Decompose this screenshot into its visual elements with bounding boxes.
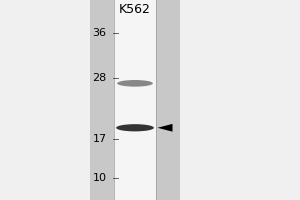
Bar bbox=[180, 0, 300, 200]
Polygon shape bbox=[158, 124, 172, 132]
Text: 28: 28 bbox=[92, 73, 106, 83]
Ellipse shape bbox=[117, 80, 153, 87]
Bar bbox=[0, 0, 90, 200]
Text: 17: 17 bbox=[92, 134, 106, 144]
Text: 36: 36 bbox=[92, 28, 106, 38]
Text: K562: K562 bbox=[119, 3, 151, 16]
Text: 10: 10 bbox=[92, 173, 106, 183]
Bar bbox=[90, 0, 180, 200]
Bar bbox=[114, 0, 156, 200]
Ellipse shape bbox=[116, 124, 154, 131]
